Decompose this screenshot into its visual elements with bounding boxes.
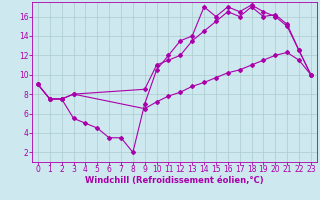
X-axis label: Windchill (Refroidissement éolien,°C): Windchill (Refroidissement éolien,°C) <box>85 176 264 185</box>
